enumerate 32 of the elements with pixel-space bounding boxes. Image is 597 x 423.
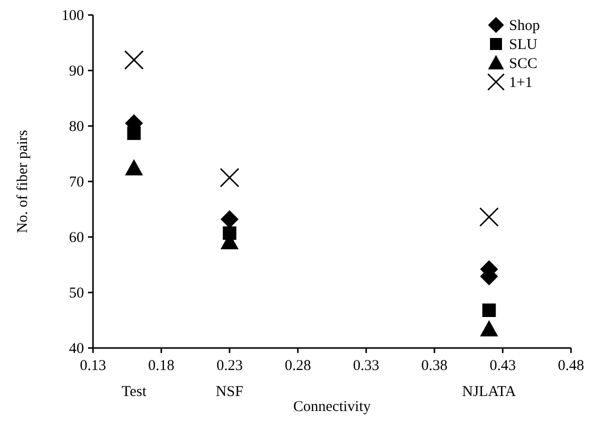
point [124, 50, 144, 70]
y-tick-label: 90 [69, 64, 84, 80]
x-tick-label: 0.18 [148, 358, 174, 374]
x-tick-label: 0.28 [284, 358, 311, 374]
point [220, 168, 240, 188]
point [124, 159, 143, 176]
point [220, 210, 239, 228]
text: Test [122, 384, 148, 400]
y-tick-label: 100 [62, 8, 84, 24]
legend-label: Shop [509, 18, 540, 34]
x-tick-label: 0.13 [80, 358, 106, 374]
legend-label: 1+1 [509, 75, 532, 91]
text: NSF [216, 384, 244, 400]
y-tick-label: 60 [69, 230, 84, 246]
legend-label: SCC [509, 56, 538, 72]
y-tick-label: 40 [69, 341, 84, 357]
y-tick-label: 80 [69, 119, 84, 135]
x-tick-label: 0.23 [216, 358, 243, 374]
x-tick-label: 0.48 [558, 358, 584, 374]
y-tick-label: 50 [69, 286, 84, 302]
legend-label: SLU [509, 37, 538, 53]
text: NJLATA [462, 384, 516, 400]
point [482, 304, 496, 318]
x-tick-label: 0.43 [490, 358, 516, 374]
y-tick-label: 70 [69, 174, 84, 190]
y-axis-title: No. of fiber pairs [15, 130, 31, 234]
x-axis-title: Connectivity [293, 399, 372, 415]
x-tick-label: 0.33 [353, 358, 380, 374]
point [479, 207, 499, 227]
x-tick-label: 0.38 [421, 358, 448, 374]
point [127, 126, 141, 140]
point [480, 320, 498, 336]
